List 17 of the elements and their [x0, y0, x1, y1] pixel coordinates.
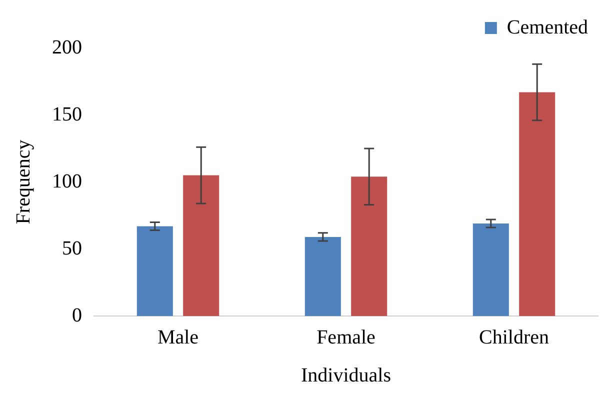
bar [472, 224, 509, 316]
x-tick-label: Children [479, 326, 549, 348]
y-axis-title: Frequency [12, 140, 34, 224]
x-tick-label: Female [316, 326, 376, 348]
y-tick-label: 100 [52, 170, 82, 192]
bar [304, 236, 341, 316]
x-axis-title: Individuals [301, 364, 392, 386]
bar [519, 92, 556, 316]
bar [183, 175, 220, 316]
y-tick-label: 50 [62, 237, 82, 260]
bar [136, 226, 173, 316]
y-tick-label: 200 [52, 36, 82, 58]
legend-label: Cemented [506, 16, 588, 38]
y-tick-label: 150 [52, 103, 82, 126]
y-tick-label: 0 [72, 304, 82, 326]
bar [351, 176, 388, 316]
x-tick-label: Male [157, 326, 199, 348]
